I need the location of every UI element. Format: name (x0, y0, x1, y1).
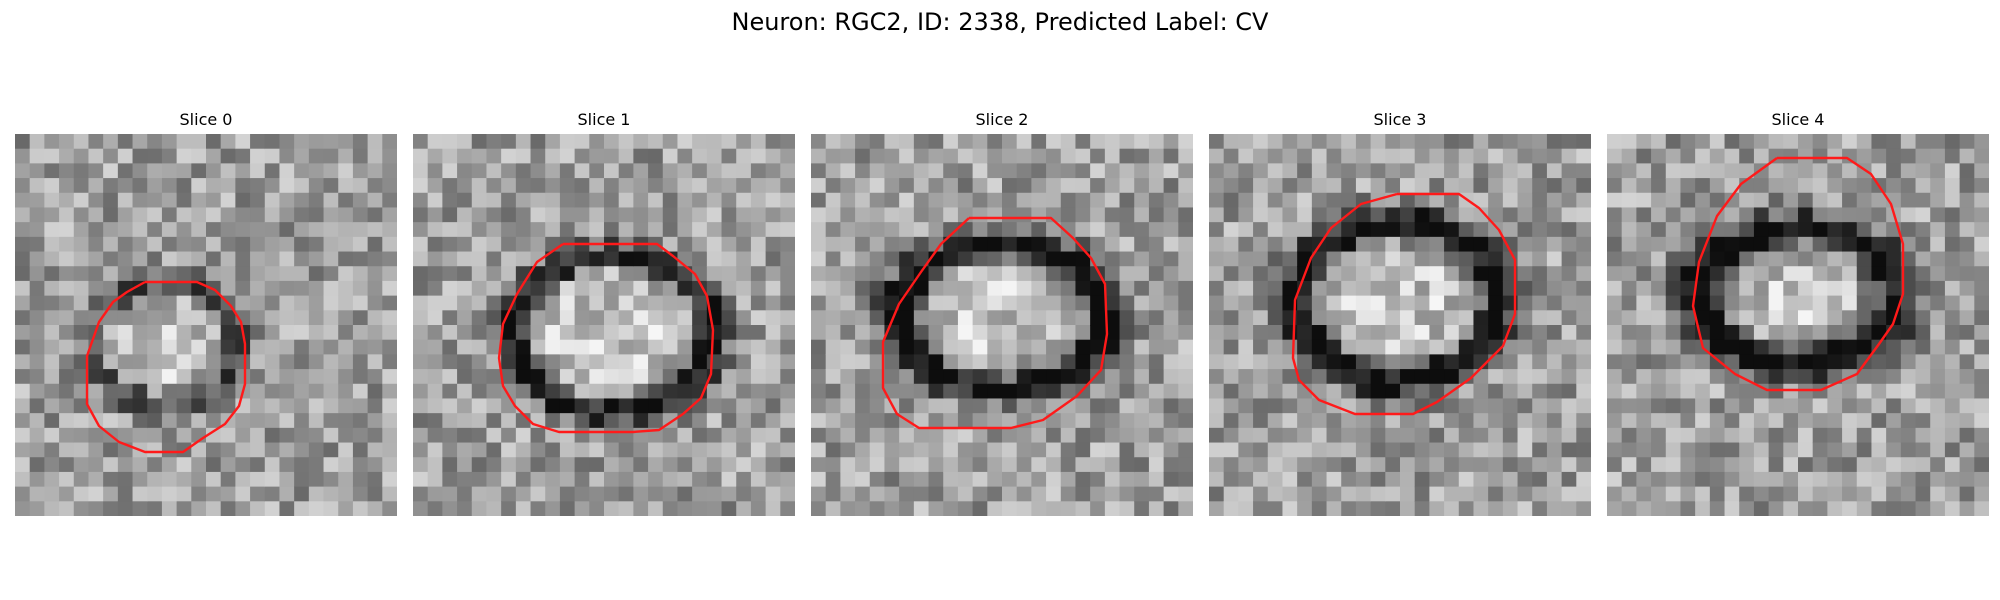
contour-outline-4 (1691, 156, 1905, 392)
slice-title-4: Slice 4 (1771, 110, 1825, 129)
contour-outline-3 (1291, 192, 1517, 416)
slice-title-2: Slice 2 (975, 110, 1029, 129)
slice-image-3 (1209, 134, 1591, 516)
slice-title-1: Slice 1 (577, 110, 631, 129)
slice-image-0 (15, 134, 397, 516)
contour-outline-2 (881, 216, 1109, 430)
slice-image-4 (1607, 134, 1989, 516)
slice-title-3: Slice 3 (1373, 110, 1427, 129)
slice-title-0: Slice 0 (179, 110, 233, 129)
slice-image-1 (413, 134, 795, 516)
slice-image-2 (811, 134, 1193, 516)
contour-outline-1 (497, 242, 715, 434)
contour-outline-0 (85, 280, 247, 454)
figure-title: Neuron: RGC2, ID: 2338, Predicted Label:… (731, 8, 1269, 36)
